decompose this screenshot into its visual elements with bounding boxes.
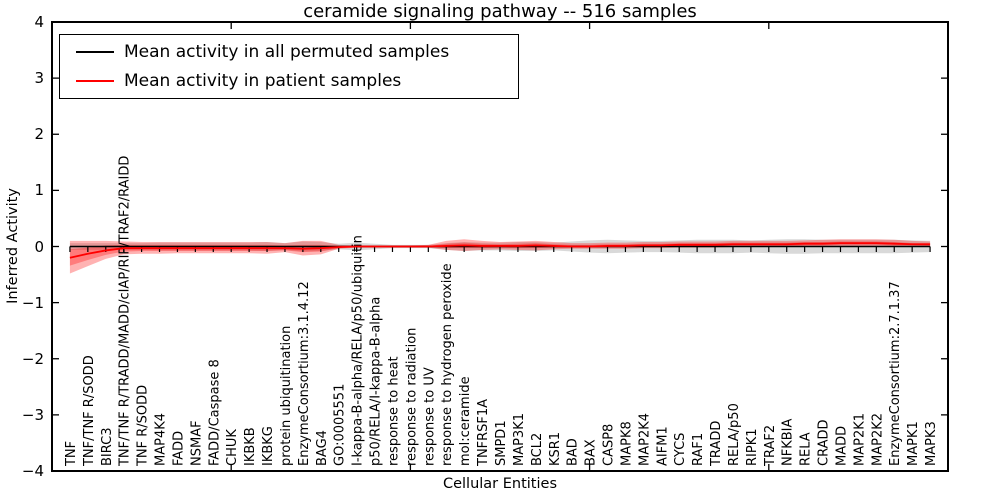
entity-label: MAP2K4 <box>637 413 652 466</box>
patient-mean-line <box>69 242 931 259</box>
y-tick-label: −4 <box>21 462 44 480</box>
entity-label: CASP8 <box>602 424 617 466</box>
entity-label: TNF <box>64 441 79 467</box>
entity-label: BCL2 <box>530 433 545 466</box>
entity-label: p50/RELA/I-kappa-B-alpha <box>369 297 384 466</box>
entity-label: FADD <box>171 431 186 466</box>
entity-label: BAD <box>566 438 581 466</box>
y-tick-label: 4 <box>34 13 44 31</box>
entity-label: IKBKB <box>243 427 258 466</box>
legend-label-permuted: Mean activity in all permuted samples <box>124 42 450 62</box>
entity-label: response to UV <box>422 367 437 466</box>
entity-label: MAP2K1 <box>852 413 867 466</box>
legend-label-patient: Mean activity in patient samples <box>124 71 402 91</box>
entity-label: NSMAF <box>189 420 204 466</box>
entity-label: MAPK3 <box>924 421 939 466</box>
entity-label: MAPK8 <box>619 421 634 466</box>
entity-label: CHUK <box>225 429 240 466</box>
y-tick-label: 3 <box>34 69 44 88</box>
legend-item-patient: Mean activity in patient samples <box>76 69 518 93</box>
entity-label: AIFM1 <box>655 426 670 466</box>
entity-label: I-kappa-B-alpha/RELA/p50/ubiquitin <box>351 235 366 466</box>
entity-label: RELA <box>799 432 814 466</box>
entity-label: FADD/Caspase 8 <box>207 359 222 466</box>
entity-label: NFKBIA <box>781 419 796 466</box>
entity-label: TNFRSF1A <box>476 399 491 467</box>
entity-label: EnzymeConsortium:2.7.1.37 <box>888 281 903 466</box>
entity-label: TRADD <box>709 421 724 467</box>
entity-label: CRADD <box>817 420 832 467</box>
entity-label: BAG4 <box>315 430 330 466</box>
entity-label: MAP3K1 <box>512 413 527 466</box>
entity-label: response to hydrogen peroxide <box>440 263 455 466</box>
entity-label: MAPK1 <box>906 421 921 466</box>
legend: Mean activity in all permuted samples Me… <box>59 34 519 99</box>
entity-label: CYCS <box>673 433 688 466</box>
entity-label: TNF/TNF R/TRADD/MADD/cIAP/RIP/TRAF2/RAID… <box>118 156 133 467</box>
y-tick-label: 2 <box>34 125 44 144</box>
entity-label: MAP4K4 <box>154 413 169 466</box>
entity-label: TRAF2 <box>763 425 778 467</box>
entity-label: mol:ceramide <box>458 376 473 466</box>
entity-label: MADD <box>834 426 849 466</box>
entity-label: KSR1 <box>548 432 563 466</box>
permuted-line-swatch-icon <box>76 51 114 53</box>
entity-label: IKBKG <box>261 426 276 466</box>
y-tick-label: −2 <box>21 349 44 368</box>
entity-label: RELA/p50 <box>727 403 742 466</box>
y-tick-label: 1 <box>34 181 44 200</box>
y-tick-label: −1 <box>21 293 44 312</box>
entity-label: protein ubiquitination <box>279 326 294 466</box>
y-tick-label: −3 <box>21 405 44 424</box>
entity-label: EnzymeConsortium:3.1.4.12 <box>297 281 312 466</box>
entity-label: RAF1 <box>691 433 706 466</box>
x-axis-label: Cellular Entities <box>442 476 558 492</box>
patient-line-swatch-icon <box>76 80 114 82</box>
entity-label: response to heat <box>386 356 401 466</box>
entity-label: GO:0005551 <box>333 384 348 466</box>
entity-label: response to radiation <box>404 328 419 466</box>
chart-title: ceramide signaling pathway -- 516 sample… <box>303 1 697 22</box>
legend-item-permuted: Mean activity in all permuted samples <box>76 40 518 64</box>
entity-label: TNF/TNF R/SODD <box>82 355 97 467</box>
entity-label: RIPK1 <box>745 428 760 466</box>
y-tick-label: 0 <box>34 237 44 256</box>
plot-frame <box>51 21 949 472</box>
entity-label: MAP2K2 <box>870 413 885 466</box>
entity-label: BAX <box>584 439 599 466</box>
entity-label: BIRC3 <box>100 428 115 467</box>
entity-label: TNF R/SODD <box>136 385 151 467</box>
entity-label: SMPD1 <box>494 420 509 466</box>
